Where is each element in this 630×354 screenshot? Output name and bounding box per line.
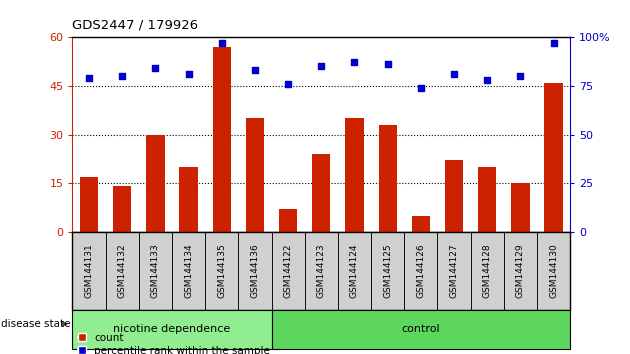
Point (382, 62, 392, 67)
Bar (338, 232, 371, 310)
Bar (512, 183, 529, 232)
Bar (205, 232, 238, 310)
Bar (537, 232, 570, 310)
Text: GSM144133: GSM144133 (151, 244, 160, 298)
Legend: count, percentile rank within the sample: count, percentile rank within the sample (77, 333, 270, 354)
Text: GSM144136: GSM144136 (251, 244, 260, 298)
Bar (272, 310, 570, 349)
Point (250, 67, 260, 73)
Bar (412, 216, 430, 232)
Bar (312, 154, 330, 232)
Bar (379, 125, 397, 232)
Bar (238, 232, 272, 310)
Bar (139, 232, 172, 310)
Text: GDS2447 / 179926: GDS2447 / 179926 (72, 19, 198, 32)
Text: GSM144122: GSM144122 (284, 244, 292, 298)
Text: GSM144123: GSM144123 (317, 244, 326, 298)
Point (482, 77, 492, 83)
Bar (478, 167, 496, 232)
Text: GSM144129: GSM144129 (516, 244, 525, 298)
Point (117, 73, 127, 79)
Text: disease state: disease state (1, 319, 71, 329)
Point (416, 85, 426, 91)
Bar (146, 135, 164, 232)
Point (515, 73, 525, 79)
Point (84, 75, 94, 81)
Point (217, 40, 227, 46)
Point (350, 59, 360, 65)
Bar (172, 232, 205, 310)
Point (183, 72, 193, 77)
Bar (279, 209, 297, 232)
Bar (72, 310, 272, 349)
Text: GSM144134: GSM144134 (184, 244, 193, 298)
Bar (213, 47, 231, 232)
Point (316, 64, 326, 69)
Bar (504, 232, 537, 310)
Text: GSM144127: GSM144127 (450, 244, 459, 298)
Point (151, 65, 161, 71)
Text: GSM144132: GSM144132 (118, 244, 127, 298)
Point (549, 40, 559, 46)
Text: GSM144130: GSM144130 (549, 244, 558, 298)
Text: GSM144124: GSM144124 (350, 244, 359, 298)
Bar (305, 232, 338, 310)
Bar (180, 167, 198, 232)
Bar (106, 232, 139, 310)
Bar (471, 232, 504, 310)
Text: GSM144131: GSM144131 (84, 244, 93, 298)
Bar (272, 232, 305, 310)
Text: GSM144135: GSM144135 (217, 244, 226, 298)
Bar (445, 160, 463, 232)
Bar (113, 187, 131, 232)
Bar (72, 232, 106, 310)
Bar (246, 118, 264, 232)
Point (283, 81, 293, 87)
Text: GSM144126: GSM144126 (416, 244, 425, 298)
Text: GSM144125: GSM144125 (383, 244, 392, 298)
Text: nicotine dependence: nicotine dependence (113, 324, 231, 334)
Text: control: control (401, 324, 440, 334)
Bar (371, 232, 404, 310)
Bar (345, 118, 364, 232)
Bar (544, 82, 563, 232)
Bar (80, 177, 98, 232)
Text: GSM144128: GSM144128 (483, 244, 491, 298)
Bar (437, 232, 471, 310)
Bar (404, 232, 437, 310)
Point (449, 72, 459, 77)
